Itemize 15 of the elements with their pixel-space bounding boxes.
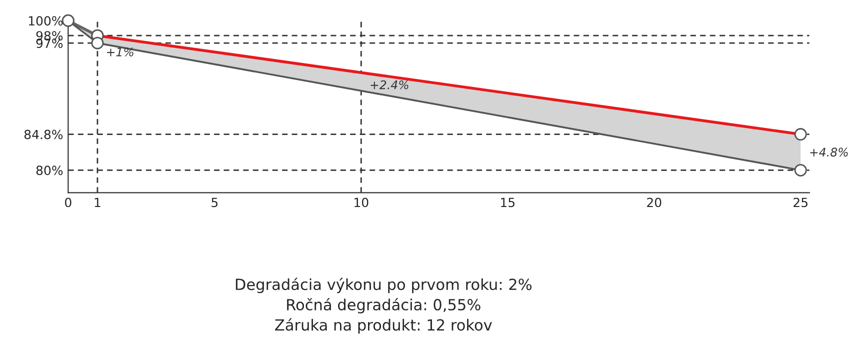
annotation: +1% (107, 47, 134, 56)
y-tick-label: 80% (36, 166, 63, 176)
y-tick-label: 100% (28, 16, 63, 26)
y-tick-label: 84.8% (24, 130, 63, 140)
x-tick-label: 25 (794, 198, 808, 208)
x-tick-label: 5 (212, 198, 218, 208)
text: Degradácia výkonu po prvom roku: 2% Ročná degradácia: 0,55% Záruka na produkt: 12 rokov (236, 278, 532, 334)
x-tick-label: 15 (501, 198, 514, 208)
x-tick-label: 20 (647, 198, 662, 208)
annotation: +2.4% (370, 80, 408, 90)
x-tick-label: 0 (65, 198, 72, 208)
y-tick-label: 98% (36, 31, 63, 41)
x-tick-label: 1 (94, 198, 100, 207)
x-tick-label: 10 (354, 198, 368, 208)
annotation: +4.8% (810, 148, 848, 157)
